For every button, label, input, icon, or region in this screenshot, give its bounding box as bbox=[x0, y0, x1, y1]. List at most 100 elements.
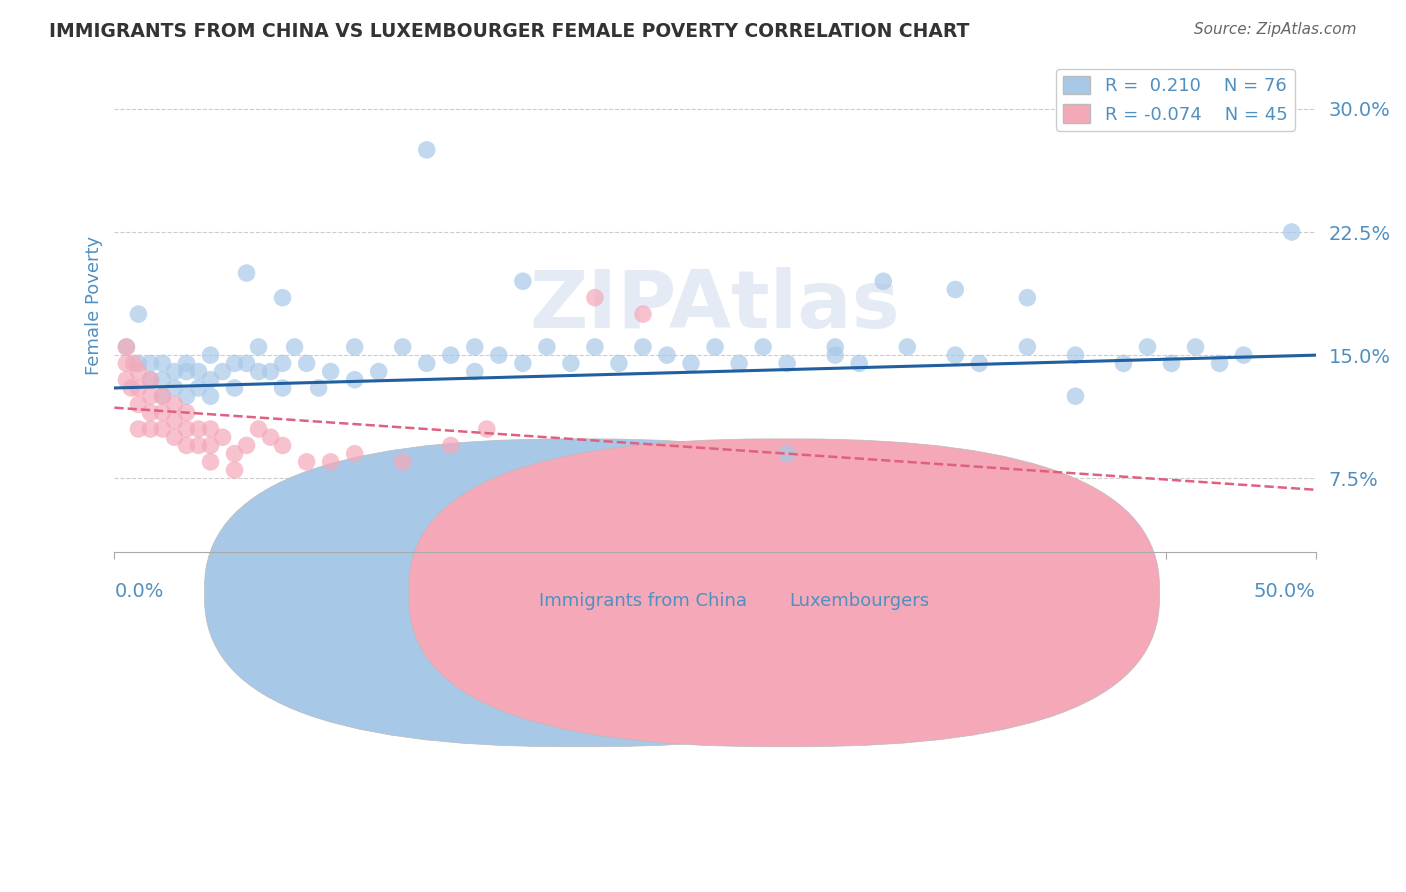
Point bbox=[1208, 356, 1230, 370]
Point bbox=[127, 397, 149, 411]
Point bbox=[163, 430, 186, 444]
Point bbox=[187, 365, 209, 379]
Point bbox=[607, 356, 630, 370]
Point bbox=[211, 365, 233, 379]
Point bbox=[704, 455, 727, 469]
Point bbox=[512, 356, 534, 370]
Point bbox=[139, 389, 162, 403]
Point bbox=[139, 406, 162, 420]
Point bbox=[163, 365, 186, 379]
Point bbox=[259, 365, 281, 379]
Point bbox=[319, 365, 342, 379]
Point bbox=[776, 447, 799, 461]
Point bbox=[1281, 225, 1303, 239]
Point bbox=[247, 340, 270, 354]
Legend: R =  0.210    N = 76, R = -0.074    N = 45: R = 0.210 N = 76, R = -0.074 N = 45 bbox=[1056, 69, 1295, 131]
Point bbox=[200, 373, 222, 387]
Point bbox=[176, 389, 198, 403]
Text: ZIPAtlas: ZIPAtlas bbox=[530, 267, 900, 345]
Point bbox=[943, 283, 966, 297]
Point bbox=[295, 356, 318, 370]
Point bbox=[343, 447, 366, 461]
Point bbox=[655, 348, 678, 362]
Point bbox=[115, 373, 138, 387]
Point bbox=[824, 504, 846, 518]
Point bbox=[475, 422, 498, 436]
Point bbox=[224, 381, 246, 395]
Point bbox=[1184, 340, 1206, 354]
Point bbox=[152, 389, 174, 403]
Point bbox=[259, 430, 281, 444]
Point bbox=[120, 381, 142, 395]
Point bbox=[115, 356, 138, 370]
Point bbox=[1064, 348, 1087, 362]
Point bbox=[367, 365, 389, 379]
Point bbox=[163, 397, 186, 411]
Point bbox=[824, 348, 846, 362]
Point bbox=[464, 340, 486, 354]
Point bbox=[247, 365, 270, 379]
Text: 0.0%: 0.0% bbox=[114, 582, 163, 600]
Point bbox=[235, 266, 257, 280]
Point bbox=[1112, 356, 1135, 370]
Point bbox=[943, 348, 966, 362]
Text: Source: ZipAtlas.com: Source: ZipAtlas.com bbox=[1194, 22, 1357, 37]
Point bbox=[295, 455, 318, 469]
Point bbox=[187, 422, 209, 436]
Point bbox=[200, 348, 222, 362]
Point bbox=[176, 365, 198, 379]
Point bbox=[896, 340, 918, 354]
FancyBboxPatch shape bbox=[409, 439, 1160, 747]
Point bbox=[152, 373, 174, 387]
Point bbox=[488, 348, 510, 362]
Point bbox=[127, 381, 149, 395]
Text: Luxembourgers: Luxembourgers bbox=[789, 591, 929, 609]
Point bbox=[536, 340, 558, 354]
Point bbox=[139, 356, 162, 370]
Point bbox=[224, 447, 246, 461]
Point bbox=[224, 356, 246, 370]
Point bbox=[319, 455, 342, 469]
Point bbox=[200, 389, 222, 403]
Point bbox=[343, 373, 366, 387]
Point bbox=[1017, 340, 1039, 354]
Point bbox=[969, 356, 991, 370]
Point bbox=[752, 340, 775, 354]
Point bbox=[1064, 389, 1087, 403]
Point bbox=[416, 143, 439, 157]
Point bbox=[176, 438, 198, 452]
Point bbox=[308, 381, 330, 395]
Point bbox=[391, 340, 413, 354]
FancyBboxPatch shape bbox=[204, 439, 955, 747]
Point bbox=[776, 356, 799, 370]
Point bbox=[122, 356, 145, 370]
Point bbox=[440, 348, 463, 362]
Point bbox=[631, 340, 654, 354]
Point bbox=[704, 340, 727, 354]
Point bbox=[631, 307, 654, 321]
Point bbox=[679, 356, 702, 370]
Point bbox=[391, 455, 413, 469]
Point bbox=[1017, 291, 1039, 305]
Point bbox=[139, 422, 162, 436]
Point bbox=[176, 356, 198, 370]
Point bbox=[271, 381, 294, 395]
Point bbox=[200, 438, 222, 452]
Text: 50.0%: 50.0% bbox=[1254, 582, 1316, 600]
Point bbox=[152, 422, 174, 436]
Point bbox=[583, 340, 606, 354]
Point bbox=[152, 406, 174, 420]
Point bbox=[115, 340, 138, 354]
Point bbox=[139, 373, 162, 387]
Point bbox=[200, 455, 222, 469]
Point bbox=[176, 422, 198, 436]
Point bbox=[271, 356, 294, 370]
Point bbox=[247, 422, 270, 436]
Point bbox=[271, 438, 294, 452]
Point bbox=[235, 356, 257, 370]
Y-axis label: Female Poverty: Female Poverty bbox=[86, 236, 103, 376]
Point bbox=[464, 365, 486, 379]
Point bbox=[1232, 348, 1254, 362]
Point bbox=[284, 340, 307, 354]
Point bbox=[152, 356, 174, 370]
